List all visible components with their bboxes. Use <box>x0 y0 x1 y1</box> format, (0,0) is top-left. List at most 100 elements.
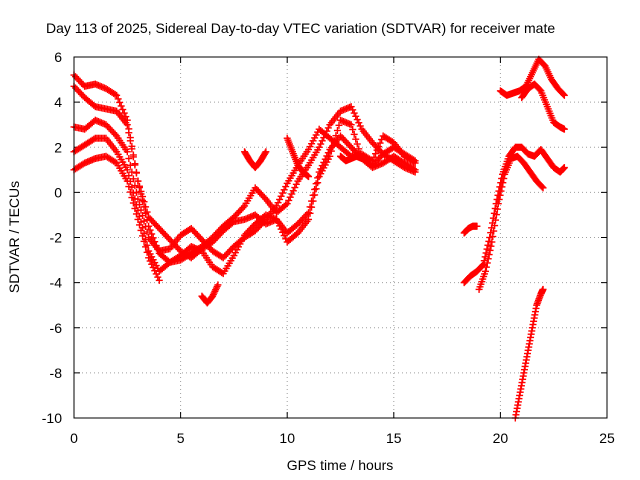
data-point <box>251 184 259 192</box>
data-point <box>73 74 81 82</box>
data-point <box>411 166 419 174</box>
data-point <box>152 270 160 278</box>
data-point <box>213 233 221 241</box>
data-point <box>487 242 495 250</box>
data-point <box>376 153 384 161</box>
data-point <box>110 129 118 137</box>
data-point <box>192 229 200 237</box>
data-point <box>196 234 204 242</box>
data-point <box>111 90 119 98</box>
data-point <box>260 194 268 202</box>
data-point <box>209 238 217 246</box>
data-point <box>151 220 159 228</box>
data-point <box>102 121 110 129</box>
data-point <box>151 267 159 275</box>
y-tick-label: 0 <box>54 184 62 200</box>
data-point <box>253 185 261 193</box>
data-point <box>204 242 212 250</box>
series-3 <box>70 116 419 278</box>
data-point <box>120 109 128 117</box>
data-point <box>411 159 419 167</box>
data-point <box>140 198 148 206</box>
data-point <box>560 125 568 133</box>
data-point <box>485 251 493 259</box>
data-point <box>488 238 496 246</box>
data-point <box>209 292 217 300</box>
data-point <box>137 226 145 234</box>
data-point <box>343 138 351 146</box>
data-point <box>238 205 246 213</box>
data-point <box>79 81 87 89</box>
data-point <box>305 173 313 181</box>
data-point <box>484 241 492 249</box>
data-point <box>370 140 378 148</box>
series-10 <box>460 143 568 287</box>
y-tick-label: 4 <box>54 94 62 110</box>
data-point <box>123 121 131 129</box>
grid-lines <box>74 57 607 418</box>
data-point <box>242 230 250 238</box>
data-point <box>239 204 247 212</box>
data-point <box>276 195 284 203</box>
data-point <box>225 247 233 255</box>
data-point <box>289 187 297 195</box>
data-point <box>305 215 313 223</box>
data-point <box>332 132 340 140</box>
data-point <box>326 152 334 160</box>
data-point <box>248 223 256 231</box>
data-point <box>76 77 84 85</box>
data-point <box>78 79 86 87</box>
plot-frame <box>73 56 608 419</box>
data-point <box>478 262 486 270</box>
data-point <box>282 183 290 191</box>
data-point <box>143 248 151 256</box>
y-tick-label: 6 <box>54 49 62 65</box>
x-tick-label: 10 <box>279 430 295 446</box>
data-point <box>539 184 547 192</box>
data-point <box>491 222 499 230</box>
data-point <box>292 230 300 238</box>
data-point <box>279 228 287 236</box>
data-point <box>341 137 349 145</box>
data-point <box>311 191 319 199</box>
y-tick-label: -4 <box>50 275 63 291</box>
data-point <box>128 168 136 176</box>
data-point <box>274 219 282 227</box>
data-point <box>254 187 262 195</box>
data-point <box>487 229 495 237</box>
data-point <box>202 241 210 249</box>
y-tick-label: -10 <box>42 410 62 426</box>
data-point <box>213 282 221 290</box>
data-point <box>297 217 305 225</box>
data-point <box>344 140 352 148</box>
data-point <box>355 119 363 127</box>
data-point <box>493 205 501 213</box>
data-point <box>155 276 163 284</box>
data-point <box>282 201 290 209</box>
data-point <box>276 222 284 230</box>
y-tick-label: -6 <box>50 320 63 336</box>
data-point <box>164 234 172 242</box>
data-point <box>481 267 489 275</box>
x-axis-label: GPS time / hours <box>287 457 394 473</box>
data-point <box>314 179 322 187</box>
data-point <box>187 224 195 232</box>
data-point <box>489 233 497 241</box>
data-point <box>222 251 230 259</box>
series-13 <box>518 80 568 133</box>
data-point <box>131 195 139 203</box>
data-point <box>312 185 320 193</box>
data-point <box>190 228 198 236</box>
data-point <box>560 91 568 99</box>
y-tick-label: 2 <box>54 139 62 155</box>
data-point <box>375 155 383 163</box>
data-point <box>358 155 366 163</box>
data-point <box>90 135 98 143</box>
x-tick-label: 15 <box>386 430 402 446</box>
data-point <box>559 90 567 98</box>
data-point <box>368 139 376 147</box>
data-point <box>152 221 160 229</box>
data-point <box>174 244 182 252</box>
